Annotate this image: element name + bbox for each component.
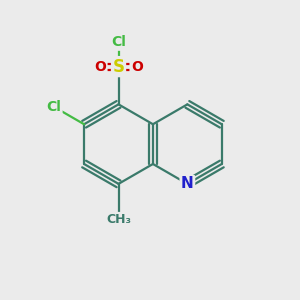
- Text: Cl: Cl: [46, 100, 61, 114]
- Text: S: S: [112, 58, 124, 76]
- Text: CH₃: CH₃: [106, 213, 131, 226]
- Text: Cl: Cl: [111, 35, 126, 50]
- Text: O: O: [131, 60, 143, 74]
- Text: O: O: [94, 60, 106, 74]
- Text: N: N: [181, 176, 194, 191]
